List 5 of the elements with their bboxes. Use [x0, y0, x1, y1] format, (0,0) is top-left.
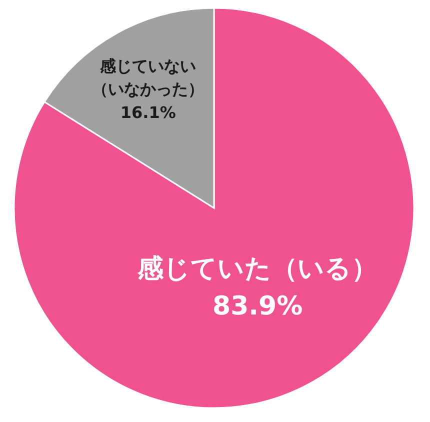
data-label: 16.1% [120, 102, 176, 122]
slice-label: 感じていた（いる） [136, 254, 378, 284]
data-label: 83.9% [212, 292, 303, 322]
pie-slice [13, 7, 415, 408]
slice-label: 感じていない（いなかった） [92, 56, 204, 99]
